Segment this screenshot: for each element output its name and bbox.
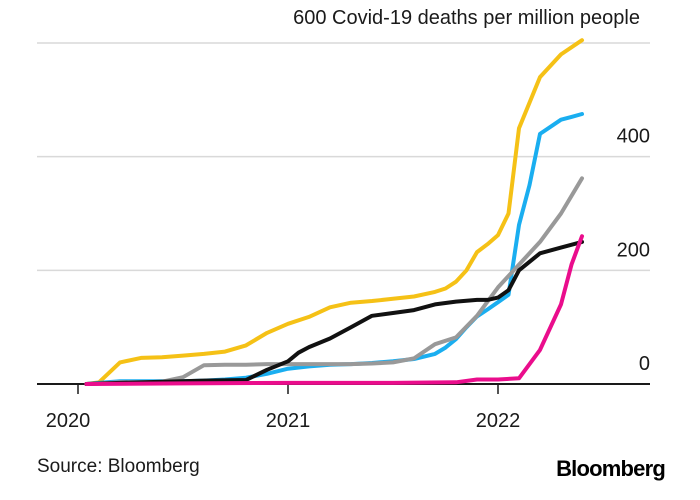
series-yellow-line (84, 38, 584, 386)
y-tick-label-400: 400 (617, 126, 650, 148)
source-note: Source: Bloomberg (37, 456, 200, 477)
x-tick-label-2020: 2020 (46, 410, 91, 432)
y-tick-label-0: 0 (639, 353, 650, 375)
y-tick-label-200: 200 (617, 239, 650, 261)
series-gray-line (84, 176, 584, 386)
x-ticks (77, 384, 499, 394)
x-tick-label-2022: 2022 (476, 410, 521, 432)
series-lines (84, 38, 584, 386)
bloomberg-logo: Bloomberg (556, 456, 666, 481)
series-black-line (84, 239, 584, 386)
series-magenta-line (84, 234, 584, 386)
chart-title: 600 Covid-19 deaths per million people (293, 7, 640, 29)
series-blue-line (84, 112, 584, 386)
tick-labels: 0 200 400 600 Covid-19 deaths per million p… (46, 7, 650, 432)
x-tick-label-2021: 2021 (266, 410, 311, 432)
